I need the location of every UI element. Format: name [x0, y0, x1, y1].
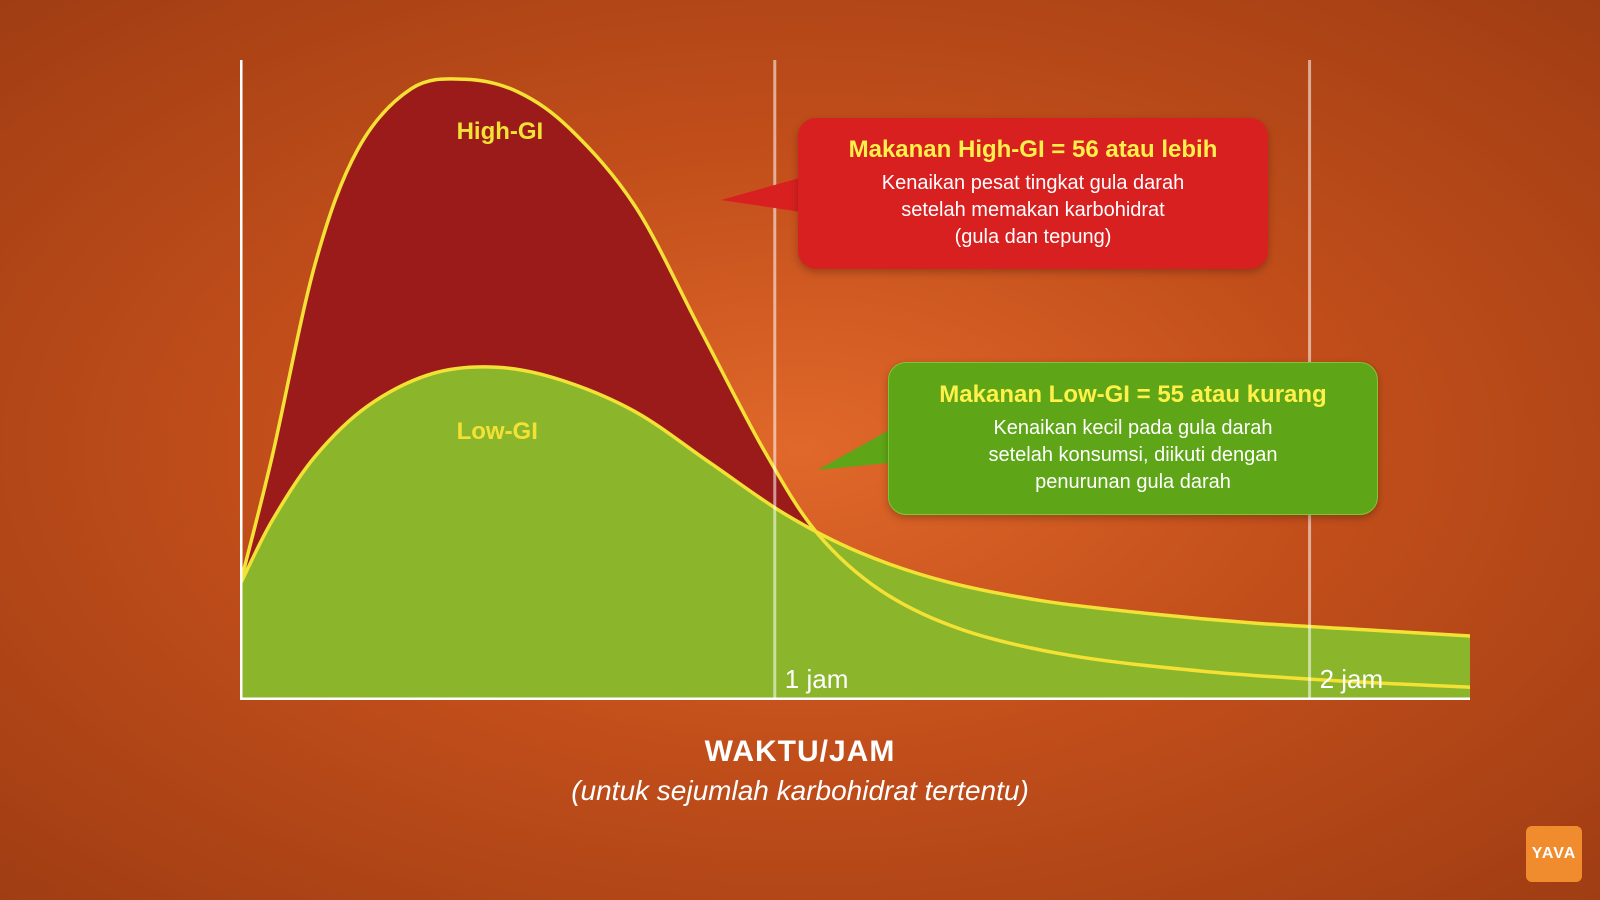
callout-low-gi: Makanan Low-GI = 55 atau kurang Kenaikan… [888, 362, 1378, 515]
x-axis-label-block: WAKTU/JAM (untuk sejumlah karbohidrat te… [0, 735, 1600, 807]
brand-logo-text: YAVA [1532, 845, 1577, 863]
callout-low-gi-body: Kenaikan kecil pada gula darah setelah k… [919, 415, 1347, 496]
callout-high-gi: Makanan High-GI = 56 atau lebih Kenaikan… [798, 118, 1268, 269]
x-axis-sublabel: (untuk sejumlah karbohidrat tertentu) [0, 775, 1600, 807]
callout-high-gi-title: Makanan High-GI = 56 atau lebih [828, 136, 1238, 164]
x-tick-2-label: 2 jam [1320, 664, 1384, 695]
series-label-low-gi: Low-GI [457, 418, 538, 446]
x-tick-1-label: 1 jam [785, 664, 849, 695]
x-axis-label: WAKTU/JAM [0, 735, 1600, 769]
brand-logo: YAVA [1526, 826, 1582, 882]
callout-low-gi-title: Makanan Low-GI = 55 atau kurang [919, 381, 1347, 409]
series-label-high-gi: High-GI [457, 118, 544, 146]
callout-high-gi-body: Kenaikan pesat tingkat gula darah setela… [828, 170, 1238, 251]
